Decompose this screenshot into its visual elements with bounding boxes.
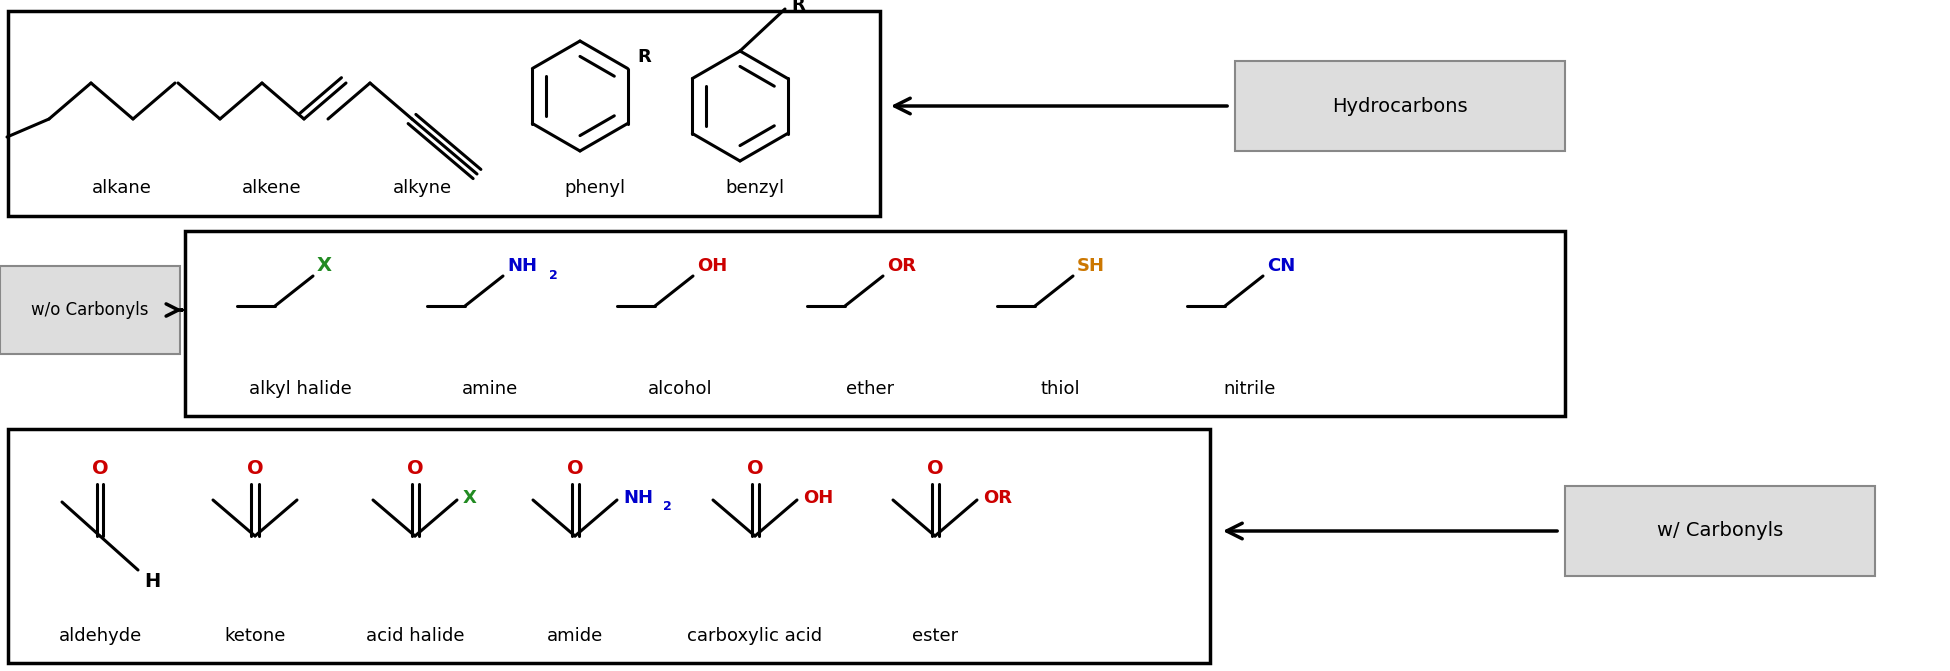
Text: carboxylic acid: carboxylic acid — [688, 627, 823, 645]
Bar — [185, 231, 1566, 416]
Text: R: R — [792, 0, 805, 14]
Text: 2: 2 — [663, 501, 671, 513]
Text: thiol: thiol — [1039, 380, 1080, 398]
Text: acid halide: acid halide — [367, 627, 464, 645]
Text: alkene: alkene — [242, 179, 302, 197]
Text: alkyne: alkyne — [392, 179, 452, 197]
Text: Hydrocarbons: Hydrocarbons — [1332, 97, 1468, 115]
Text: aldehyde: aldehyde — [58, 627, 142, 645]
Text: OH: OH — [803, 489, 833, 507]
Bar — [8, 429, 1211, 663]
Text: ether: ether — [846, 380, 893, 398]
Text: amide: amide — [546, 627, 603, 645]
Text: 2: 2 — [550, 269, 558, 282]
Text: O: O — [747, 458, 762, 478]
Text: phenyl: phenyl — [564, 179, 626, 197]
Text: ketone: ketone — [224, 627, 287, 645]
Text: w/ Carbonyls: w/ Carbonyls — [1658, 521, 1782, 541]
Text: NH: NH — [507, 257, 536, 275]
Text: O: O — [926, 458, 944, 478]
Text: OR: OR — [983, 489, 1012, 507]
Text: amine: amine — [462, 380, 519, 398]
FancyBboxPatch shape — [1234, 61, 1566, 151]
Text: O: O — [567, 458, 583, 478]
Text: benzyl: benzyl — [725, 179, 784, 197]
Text: CN: CN — [1268, 257, 1295, 275]
Text: w/o Carbonyls: w/o Carbonyls — [31, 301, 148, 319]
Text: H: H — [144, 572, 160, 591]
Text: OR: OR — [887, 257, 916, 275]
Text: nitrile: nitrile — [1225, 380, 1275, 398]
Text: ester: ester — [913, 627, 957, 645]
Bar — [8, 11, 879, 216]
Text: OH: OH — [696, 257, 727, 275]
Text: O: O — [248, 458, 263, 478]
Text: NH: NH — [622, 489, 653, 507]
Text: alcohol: alcohol — [647, 380, 712, 398]
Text: O: O — [92, 458, 109, 478]
Text: alkyl halide: alkyl halide — [250, 380, 351, 398]
Text: R: R — [638, 48, 651, 66]
FancyBboxPatch shape — [0, 266, 179, 354]
Text: X: X — [318, 256, 332, 275]
Text: alkane: alkane — [92, 179, 152, 197]
Text: X: X — [462, 489, 478, 507]
Text: SH: SH — [1076, 257, 1106, 275]
Text: O: O — [408, 458, 423, 478]
FancyBboxPatch shape — [1566, 486, 1876, 576]
